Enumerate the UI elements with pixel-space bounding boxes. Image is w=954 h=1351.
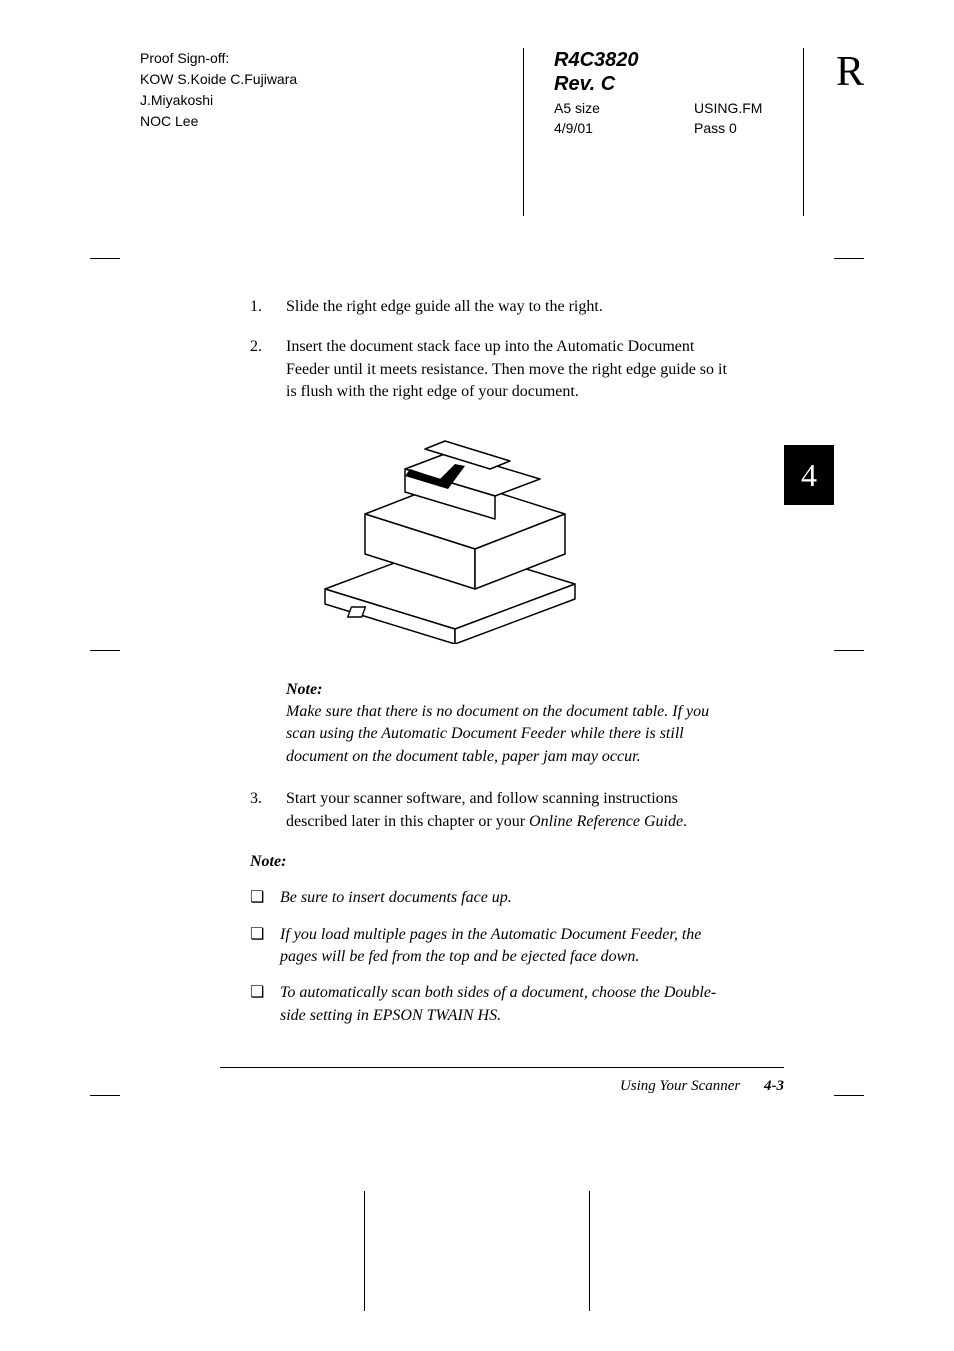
scanner-illustration	[310, 424, 734, 649]
crop-mark	[90, 650, 120, 651]
note-block: Note: Make sure that there is no documen…	[286, 679, 734, 769]
bullet-icon: ❏	[250, 887, 280, 909]
chapter-tab: 4	[784, 445, 834, 505]
step-text: Insert the document stack face up into t…	[286, 336, 734, 403]
step-number: 2.	[250, 336, 286, 403]
doc-pass: Pass 0	[694, 120, 737, 136]
step-number: 1.	[250, 296, 286, 318]
crop-mark	[90, 258, 120, 259]
doc-date: 4/9/01	[554, 120, 694, 136]
note-body: Make sure that there is no document on t…	[286, 701, 734, 768]
step-text: Slide the right edge guide all the way t…	[286, 296, 734, 318]
doc-id: R4C3820	[554, 48, 803, 72]
bullet-text: Be sure to insert documents face up.	[280, 887, 734, 909]
signoff-line: NOC Lee	[140, 111, 503, 132]
footer-title: Using Your Scanner	[620, 1078, 740, 1094]
signoff-block: Proof Sign-off: KOW S.Koide C.Fujiwara J…	[140, 48, 524, 216]
bullet-icon: ❏	[250, 924, 280, 969]
step-item: 3. Start your scanner software, and foll…	[250, 788, 734, 833]
bullet-icon: ❏	[250, 982, 280, 1027]
note-block: Note: ❏ Be sure to insert documents face…	[250, 851, 734, 1027]
doc-size: A5 size	[554, 100, 694, 116]
step-text: Start your scanner software, and follow …	[286, 788, 734, 833]
step-item: 1. Slide the right edge guide all the wa…	[250, 296, 734, 318]
register-segment	[590, 1191, 814, 1311]
register-segment	[140, 1191, 365, 1311]
doc-filename: USING.FM	[694, 100, 762, 116]
register-segment	[365, 1191, 590, 1311]
bullet-item: ❏ If you load multiple pages in the Auto…	[250, 924, 734, 969]
doc-rev: Rev. C	[554, 72, 803, 96]
crop-mark	[90, 1095, 120, 1096]
step-number: 3.	[250, 788, 286, 833]
bullet-item: ❏ To automatically scan both sides of a …	[250, 982, 734, 1027]
footer-page: 4-3	[764, 1078, 784, 1094]
crop-mark	[834, 1095, 864, 1096]
page-content: 1. Slide the right edge guide all the wa…	[0, 216, 954, 1027]
note-heading: Note:	[286, 679, 734, 701]
note-heading: Note:	[250, 851, 734, 873]
page-header: Proof Sign-off: KOW S.Koide C.Fujiwara J…	[0, 0, 954, 216]
bullet-text: To automatically scan both sides of a do…	[280, 982, 734, 1027]
signoff-line: KOW S.Koide C.Fujiwara	[140, 69, 503, 90]
bullet-item: ❏ Be sure to insert documents face up.	[250, 887, 734, 909]
page-footer: Using Your Scanner 4-3	[0, 1078, 784, 1095]
bullet-text: If you load multiple pages in the Automa…	[280, 924, 734, 969]
doc-meta-block: R4C3820 Rev. C A5 size USING.FM 4/9/01 P…	[524, 48, 804, 216]
footer-rule	[220, 1067, 784, 1068]
crop-mark	[834, 650, 864, 651]
side-letter: R	[804, 48, 864, 216]
crop-mark	[834, 258, 864, 259]
step-text-italic: Online Reference Guide	[529, 813, 683, 830]
signoff-label: Proof Sign-off:	[140, 48, 503, 69]
signoff-line: J.Miyakoshi	[140, 90, 503, 111]
bottom-register-marks	[0, 1191, 954, 1351]
step-item: 2. Insert the document stack face up int…	[250, 336, 734, 403]
step-text-part: .	[683, 813, 687, 830]
